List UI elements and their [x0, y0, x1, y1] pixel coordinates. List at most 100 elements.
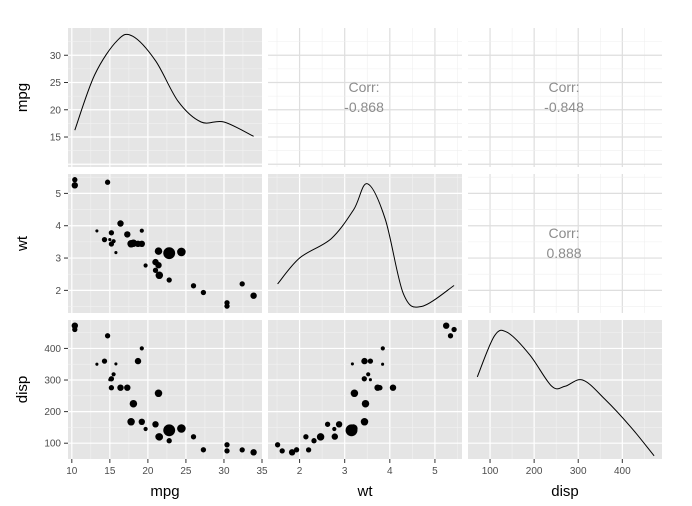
panel-mpg-wt: Corr: -0.868: [268, 28, 462, 167]
data-point: [139, 228, 144, 233]
y-axis-title-disp: disp: [14, 376, 31, 404]
panel-disp-wt: 2 3 4 5: [268, 320, 462, 477]
corr-label: Corr:: [548, 225, 579, 241]
x-tick-label: 400: [614, 466, 631, 477]
x-tick-label: 5: [432, 466, 438, 477]
data-point: [368, 378, 372, 382]
data-point: [361, 357, 368, 365]
panel-wt-mpg: 2 3 4 5: [55, 174, 262, 313]
data-point: [335, 421, 343, 428]
y-tick-label: 5: [55, 189, 61, 200]
data-point: [367, 358, 374, 364]
data-point: [250, 292, 257, 299]
data-point: [303, 434, 309, 440]
data-point: [152, 421, 159, 428]
data-point: [117, 220, 124, 227]
data-point: [279, 448, 285, 454]
data-point: [104, 333, 111, 339]
data-point: [177, 247, 186, 257]
data-point: [451, 326, 457, 333]
data-point: [366, 372, 371, 377]
x-tick-label: 35: [256, 466, 268, 477]
panel-background: [468, 174, 662, 313]
y-axis-title-mpg: mpg: [14, 83, 31, 112]
data-point: [443, 322, 450, 329]
corr-label: Corr:: [548, 79, 579, 95]
data-point: [104, 179, 111, 185]
density-curve-wt: [277, 183, 455, 308]
data-point: [190, 434, 197, 440]
y-tick-label: 3: [55, 254, 61, 265]
data-point: [155, 262, 162, 269]
data-point: [350, 362, 354, 366]
data-point: [166, 277, 172, 283]
data-point: [324, 421, 331, 427]
panel-wt-disp: Corr: 0.888: [468, 174, 662, 313]
data-point: [114, 251, 118, 255]
data-point: [447, 333, 454, 339]
x-tick-label: 20: [142, 466, 154, 477]
y-tick-label: 30: [50, 51, 62, 62]
data-point: [224, 448, 230, 454]
y-tick-label: 200: [44, 407, 61, 418]
panel-background: [268, 28, 462, 167]
data-point: [239, 281, 245, 287]
data-point: [129, 399, 138, 408]
data-point: [108, 385, 115, 391]
data-point: [154, 389, 163, 398]
data-point: [293, 447, 300, 453]
data-point: [389, 384, 397, 391]
data-point: [345, 424, 358, 437]
x-tick-label: 30: [218, 466, 230, 477]
data-point: [101, 236, 108, 243]
data-point: [377, 385, 383, 391]
data-point: [166, 438, 172, 444]
x-tick-label: 3: [342, 466, 348, 477]
data-point: [163, 424, 176, 437]
panel-background: [68, 174, 262, 313]
y-tick-label: 400: [44, 344, 61, 355]
corr-value: -0.848: [544, 99, 584, 115]
data-point: [274, 442, 281, 448]
x-axis-title-mpg: mpg: [150, 483, 179, 500]
y-tick-label: 20: [50, 105, 62, 116]
data-point: [311, 438, 317, 444]
y-tick-label: 100: [44, 439, 61, 450]
data-point: [111, 372, 116, 377]
data-point: [95, 229, 99, 233]
data-point: [361, 399, 370, 408]
data-point: [152, 267, 159, 273]
x-tick-label: 2: [297, 466, 303, 477]
x-tick-label: 4: [387, 466, 393, 477]
y-tick-label: 300: [44, 376, 61, 387]
data-point: [250, 449, 257, 456]
x-axis-title-wt: wt: [357, 483, 374, 500]
data-point: [200, 447, 207, 453]
data-point: [360, 418, 369, 426]
data-point: [108, 378, 112, 382]
corr-value: -0.868: [344, 99, 384, 115]
x-tick-label: 25: [180, 466, 192, 477]
data-point: [124, 231, 131, 238]
data-point: [288, 449, 296, 456]
data-point: [138, 240, 145, 247]
x-tick-label: 200: [526, 466, 543, 477]
y-tick-label: 25: [50, 78, 62, 89]
panel-background: [468, 28, 662, 167]
density-curve-disp: [476, 329, 655, 457]
data-point: [71, 322, 79, 329]
panel-disp-mpg: 100 200 300 400 10 15 20 25 30 35: [44, 320, 268, 477]
panel-background: [268, 174, 462, 313]
data-point: [127, 418, 135, 426]
data-point: [361, 376, 367, 382]
x-axis-title-disp: disp: [551, 483, 579, 500]
y-tick-label: 15: [50, 133, 62, 144]
data-point: [381, 362, 385, 366]
data-point: [177, 424, 186, 433]
y-axis-title-wt: wt: [14, 235, 31, 252]
data-point: [154, 247, 163, 255]
data-point: [117, 384, 124, 391]
data-point: [143, 263, 148, 268]
data-point: [155, 433, 162, 440]
data-point: [114, 362, 118, 366]
